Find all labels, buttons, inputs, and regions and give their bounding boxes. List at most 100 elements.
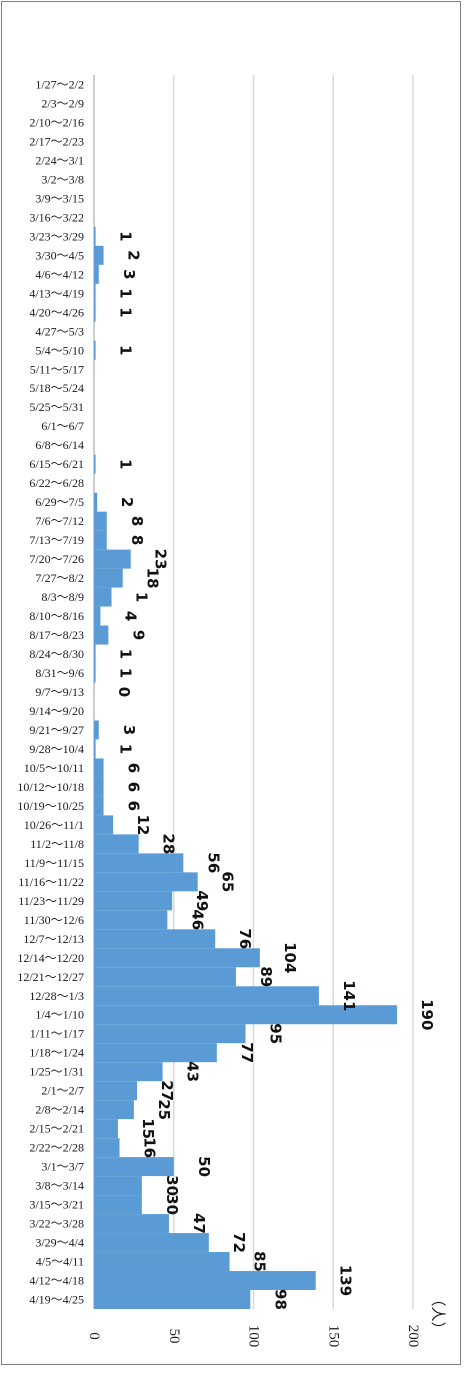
bar [94, 283, 96, 303]
bar [94, 245, 104, 265]
bar [94, 264, 99, 284]
category-label: 6/1～6/7 [41, 419, 84, 433]
data-label: 27 [158, 1080, 176, 1101]
tick-label: 0 [86, 1332, 102, 1340]
bar [94, 777, 104, 797]
data-label: 6 [125, 782, 143, 792]
category-label: 7/20～7/26 [29, 552, 84, 566]
tick-label: 50 [166, 1329, 182, 1344]
bar [94, 891, 173, 911]
bar [94, 1195, 142, 1215]
bar [94, 1005, 398, 1025]
category-label: 5/4～5/10 [35, 343, 84, 357]
category-label: 3/16～3/22 [29, 210, 84, 224]
unit-label: （人） [429, 1291, 446, 1336]
data-label: 1 [117, 307, 135, 317]
data-label: 98 [271, 1289, 289, 1310]
bar [94, 758, 104, 778]
data-label: 8 [128, 516, 146, 526]
category-label: 1/18～1/24 [29, 1046, 84, 1060]
data-label: 49 [193, 890, 211, 911]
category-label: 12/21～12/27 [17, 970, 84, 984]
data-label: 1 [133, 592, 151, 602]
bar [94, 226, 96, 246]
category-label: 8/10～8/16 [29, 609, 84, 623]
category-label: 7/27～8/2 [35, 571, 84, 585]
bar [94, 454, 96, 474]
bar [94, 1062, 163, 1082]
data-label: 1 [117, 459, 135, 469]
category-label: 6/8～6/14 [35, 438, 84, 452]
bar [94, 340, 96, 360]
category-label: 1/4～1/10 [35, 1008, 84, 1022]
data-label: 3 [120, 269, 138, 279]
data-label: 3 [120, 725, 138, 735]
bar [94, 834, 139, 854]
category-label: 8/3～8/9 [41, 590, 84, 604]
bar [94, 1157, 174, 1177]
bar [94, 511, 107, 531]
bar [94, 796, 104, 816]
data-label: 1 [117, 231, 135, 241]
bar [94, 815, 114, 835]
bar [94, 663, 96, 683]
category-label: 12/14～12/20 [17, 951, 84, 965]
category-label: 3/2～3/8 [41, 172, 84, 186]
bar [94, 1290, 251, 1309]
category-label: 8/24～8/30 [29, 647, 84, 661]
category-label: 3/1～3/7 [41, 1160, 84, 1174]
category-label: 2/3～2/9 [41, 96, 84, 110]
data-label: 0 [115, 687, 133, 697]
bar [94, 1100, 134, 1120]
category-label: 11/30～12/6 [24, 913, 84, 927]
category-label: 2/22～2/28 [29, 1141, 84, 1155]
category-label: 10/26～11/1 [24, 818, 84, 832]
category-label: 4/5～4/11 [36, 1255, 84, 1269]
category-label: 9/7～9/13 [35, 685, 84, 699]
category-label: 4/12～4/18 [29, 1274, 84, 1288]
category-label: 8/31～9/6 [35, 666, 84, 680]
category-label: 5/11～5/17 [30, 362, 84, 376]
category-label: 2/17～2/23 [29, 134, 84, 148]
category-label: 10/19～10/25 [17, 799, 84, 813]
data-label: 1 [117, 345, 135, 355]
data-label: 190 [418, 999, 436, 1030]
data-label: 9 [129, 630, 147, 640]
data-label: 12 [134, 814, 152, 835]
data-label: 76 [236, 928, 254, 949]
category-label: 2/8～2/14 [35, 1103, 84, 1117]
bar [94, 967, 236, 987]
category-label: 11/23～11/29 [18, 894, 84, 908]
data-label: 1 [117, 668, 135, 678]
bar [94, 492, 98, 512]
category-label: 2/1～2/7 [41, 1084, 84, 1098]
data-label: 30 [163, 1175, 181, 1196]
category-label: 12/28～1/3 [29, 989, 84, 1003]
bar [94, 549, 131, 569]
bar [94, 568, 123, 588]
category-label: 11/2～11/8 [30, 837, 84, 851]
data-label: 16 [141, 1137, 159, 1158]
bar [94, 530, 107, 550]
bar [94, 929, 216, 949]
bar [94, 853, 184, 873]
data-label: 65 [219, 871, 237, 892]
data-label: 28 [160, 833, 178, 854]
bar [94, 625, 109, 645]
category-label: 1/27～2/2 [35, 77, 84, 91]
category-label: 2/24～3/1 [35, 153, 84, 167]
data-label: 1 [117, 649, 135, 659]
category-label: 10/12～10/18 [17, 780, 84, 794]
bar [94, 1043, 217, 1063]
data-label: 1 [117, 288, 135, 298]
category-label: 4/27～5/3 [35, 324, 84, 338]
data-label: 23 [152, 549, 170, 570]
category-label: 5/25～5/31 [29, 400, 84, 414]
bar [94, 587, 112, 607]
data-label: 95 [267, 1023, 285, 1044]
axis-tick-labels: 0 50 100 150 200 [86, 1325, 421, 1348]
bar-series [94, 226, 398, 1309]
bar [94, 910, 168, 930]
category-label: 7/6～7/12 [35, 514, 84, 528]
